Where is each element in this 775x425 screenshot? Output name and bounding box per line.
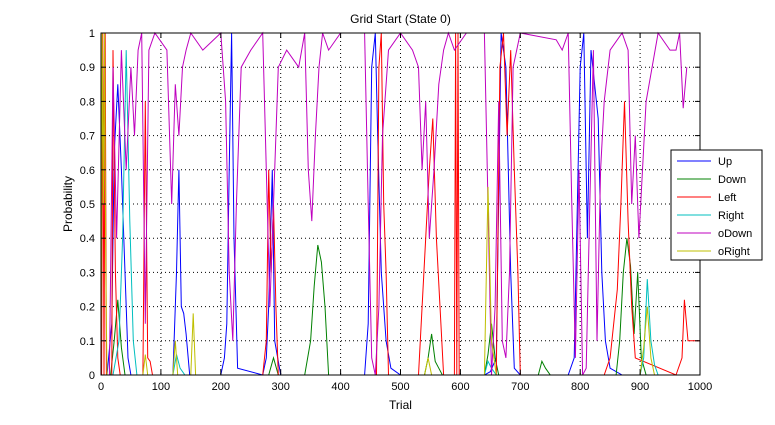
y-tick-label: 0.6 [80,165,95,177]
x-axis-ticks: 0 100 200 300 400 500 600 700 800 900 1000 [98,33,712,393]
series-line-oright [100,32,700,376]
x-tick-label: 600 [451,381,469,393]
legend-box [670,149,763,261]
y-tick-label: 0.7 [80,131,95,143]
legend-label-down: Down [718,174,746,186]
y-tick-label: 0.1 [80,336,95,348]
chart-title: Grid Start (State 0) [350,12,451,26]
legend-label-odown: oDown [718,228,752,240]
y-tick-label: 0.2 [80,302,95,314]
x-tick-label: 1000 [688,381,712,393]
y-tick-label: 0.9 [80,62,95,74]
legend: Up Down Left Right oDown oRight [670,149,763,261]
y-tick-label: 1 [89,28,95,40]
x-axis-label: Trial [389,398,412,412]
legend-label-right: Right [718,210,744,222]
legend-label-oright: oRight [718,246,750,258]
x-tick-label: 200 [212,381,230,393]
x-tick-label: 900 [631,381,649,393]
x-tick-label: 700 [511,381,529,393]
y-axis-ticks: 0 0.1 0.2 0.3 0.4 0.5 0.6 0.7 0.8 0.9 1 [80,28,700,382]
x-tick-label: 100 [152,381,170,393]
plot-area [101,33,700,375]
x-tick-label: 500 [391,381,409,393]
x-tick-label: 300 [272,381,290,393]
legend-label-up: Up [718,156,732,168]
y-tick-label: 0.3 [80,267,95,279]
y-tick-label: 0 [89,370,95,382]
series-line-odown [101,31,688,376]
legend-label-left: Left [718,192,736,204]
y-tick-label: 0.8 [80,96,95,108]
x-tick-label: 0 [98,381,104,393]
x-tick-label: 400 [331,381,349,393]
y-tick-label: 0.4 [80,233,95,245]
y-tick-label: 0.5 [80,199,95,211]
x-tick-label: 800 [571,381,589,393]
y-axis-label: Probability [61,176,75,232]
